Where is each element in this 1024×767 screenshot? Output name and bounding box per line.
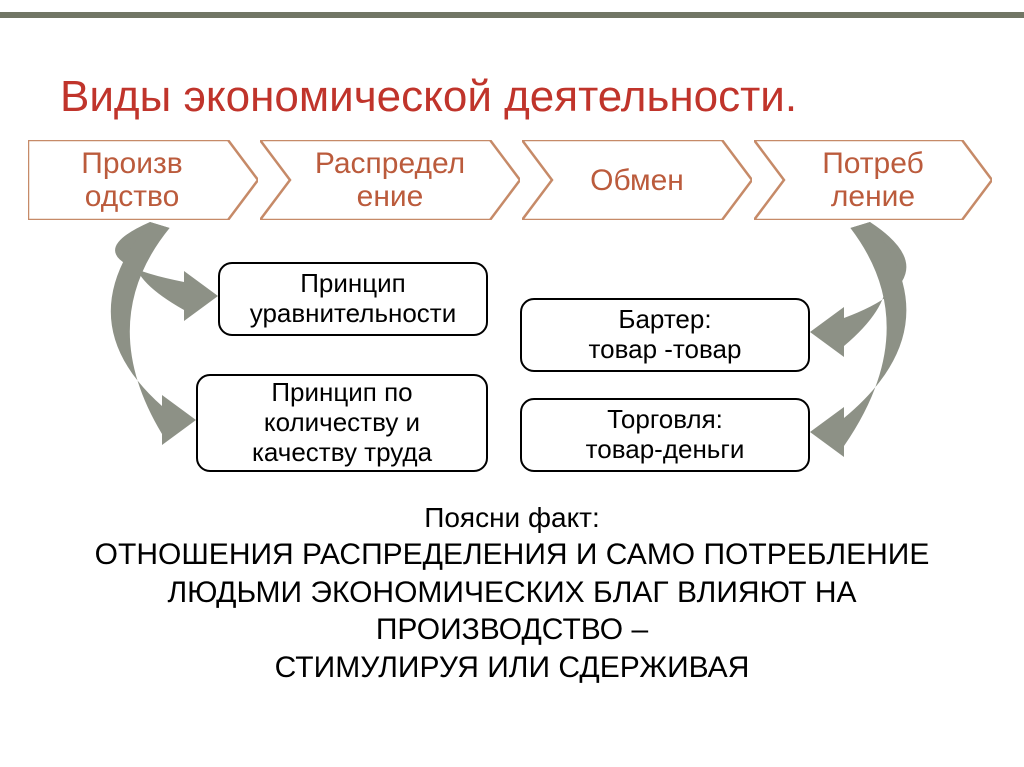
diagram-canvas: Виды экономической деятельности. Произво… bbox=[0, 0, 1024, 767]
chevron-label: Распределение bbox=[290, 140, 490, 220]
footer-lead: Поясни факт: bbox=[0, 500, 1024, 535]
footer-body: ОТНОШЕНИЯ РАСПРЕДЕЛЕНИЯ И САМО ПОТРЕБЛЕН… bbox=[0, 536, 1024, 686]
node-n2: Бартер:товар -товар bbox=[520, 298, 810, 372]
chevron-label: Обмен bbox=[552, 140, 722, 220]
chevron-label: Потребление bbox=[784, 140, 962, 220]
node-n3: Принцип поколичеству икачеству труда bbox=[196, 374, 488, 472]
page-title: Виды экономической деятельности. bbox=[60, 72, 797, 122]
node-n4: Торговля:товар-деньги bbox=[520, 398, 810, 472]
node-n1: Принципуравнительности bbox=[218, 262, 488, 336]
top-bar bbox=[0, 12, 1024, 18]
chevron-label: Производство bbox=[36, 140, 228, 220]
chevron-row: Производство Распределение Обмен Потреблени… bbox=[28, 140, 996, 220]
